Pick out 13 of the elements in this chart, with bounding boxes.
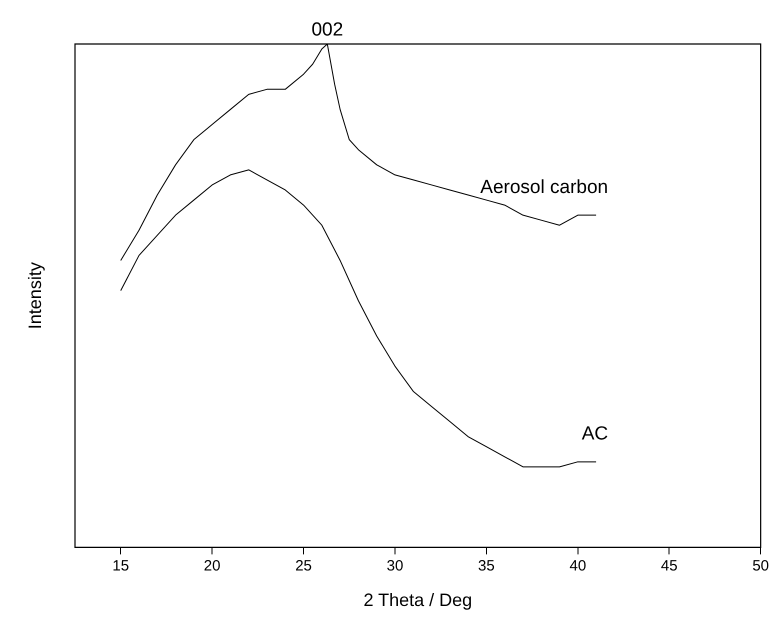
series-label: Aerosol carbon xyxy=(480,176,608,198)
series-label: AC xyxy=(582,424,608,445)
x-tick-label: 30 xyxy=(386,558,404,575)
annotation: 002 xyxy=(311,20,344,41)
x-tick-label: 50 xyxy=(752,558,769,575)
x-tick-label: 35 xyxy=(478,558,495,575)
x-axis-title: 2 Theta / Deg xyxy=(363,590,472,610)
y-axis-title: Intensity xyxy=(24,262,45,330)
x-tick-label: 15 xyxy=(112,558,130,575)
x-tick-label: 25 xyxy=(295,558,312,575)
x-tick-label: 20 xyxy=(204,558,220,575)
x-tick-label: 40 xyxy=(569,558,586,575)
x-tick-label: 45 xyxy=(660,558,678,575)
